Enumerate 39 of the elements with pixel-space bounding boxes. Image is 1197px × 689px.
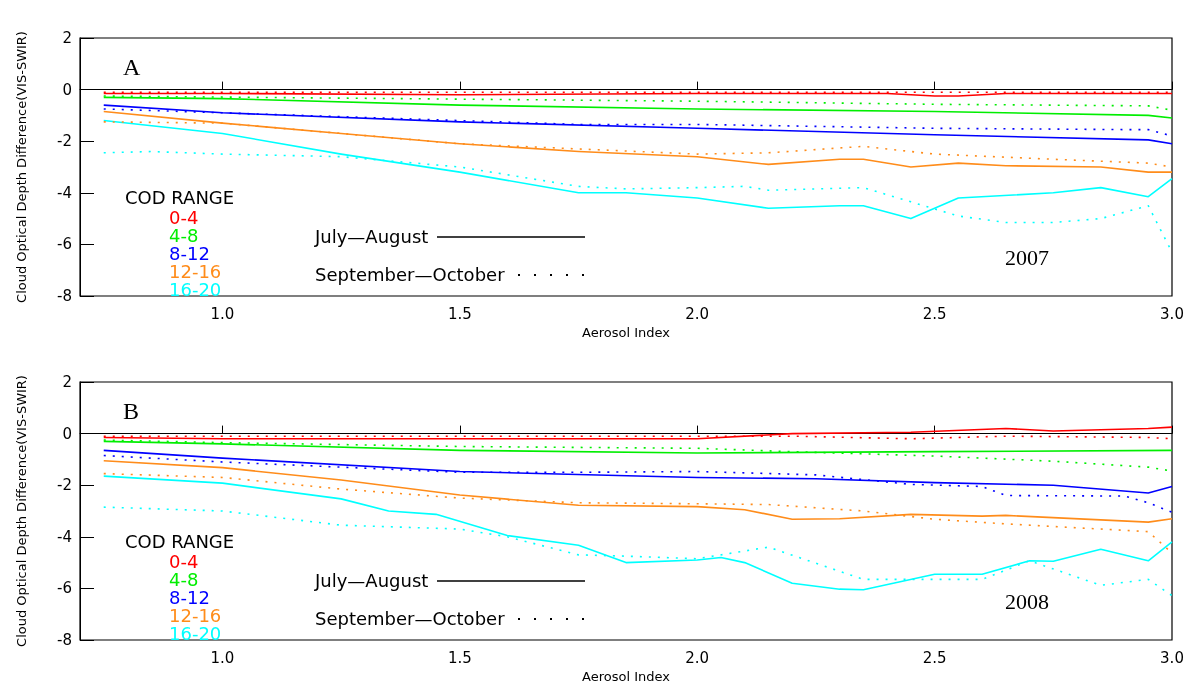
line-series	[102, 110, 1173, 173]
y-axis-title: Cloud Optical Depth Difference(VIS-SWIR)	[14, 375, 29, 647]
x-axis-title: Aerosol Index	[582, 324, 671, 340]
y-tick-label: -4	[57, 183, 72, 202]
x-tick-label: 2.0	[685, 648, 710, 667]
y-tick-label: -2	[57, 476, 72, 495]
annotation: July—August	[315, 570, 429, 591]
y-tick-label: -2	[57, 132, 72, 151]
x-tick-label: 1.0	[210, 304, 235, 323]
x-tick-label: 2.0	[685, 304, 710, 323]
text: 2008	[1005, 588, 1049, 614]
y-tick-label: -8	[57, 287, 72, 305]
y-tick-label: 0	[62, 80, 72, 99]
y-tick-label: 0	[62, 424, 72, 443]
x-tick-label: 3.0	[1160, 304, 1184, 323]
annotation: September—October	[315, 264, 505, 285]
y-tick-label: -8	[57, 631, 72, 649]
x-tick-label: 2.5	[922, 648, 947, 667]
x-tick-label: 1.0	[210, 648, 235, 667]
x-axis-title: Aerosol Index	[582, 668, 671, 684]
y-tick-label: 2	[62, 373, 72, 391]
line-series	[102, 454, 1173, 514]
y-tick-label: -6	[57, 235, 72, 254]
x-tick-label: 1.5	[447, 304, 472, 323]
x-tick-label: 3.0	[1160, 648, 1184, 667]
line-series	[102, 104, 1173, 145]
text: 2007	[1005, 244, 1049, 270]
annotation: July—August	[315, 226, 429, 247]
x-tick-label: 2.5	[922, 304, 947, 323]
y-tick-label: 2	[62, 29, 72, 47]
y-axis-title: Cloud Optical Depth Difference(VIS-SWIR)	[14, 31, 29, 303]
y-tick-label: -6	[57, 579, 72, 598]
y-tick-label: -4	[57, 527, 72, 546]
legend-title: COD RANGE	[125, 186, 235, 208]
text: B	[123, 398, 140, 424]
legend-title: COD RANGE	[125, 530, 235, 552]
text: A	[123, 54, 141, 80]
x-tick-label: 1.5	[447, 648, 472, 667]
annotation: September—October	[315, 608, 505, 629]
